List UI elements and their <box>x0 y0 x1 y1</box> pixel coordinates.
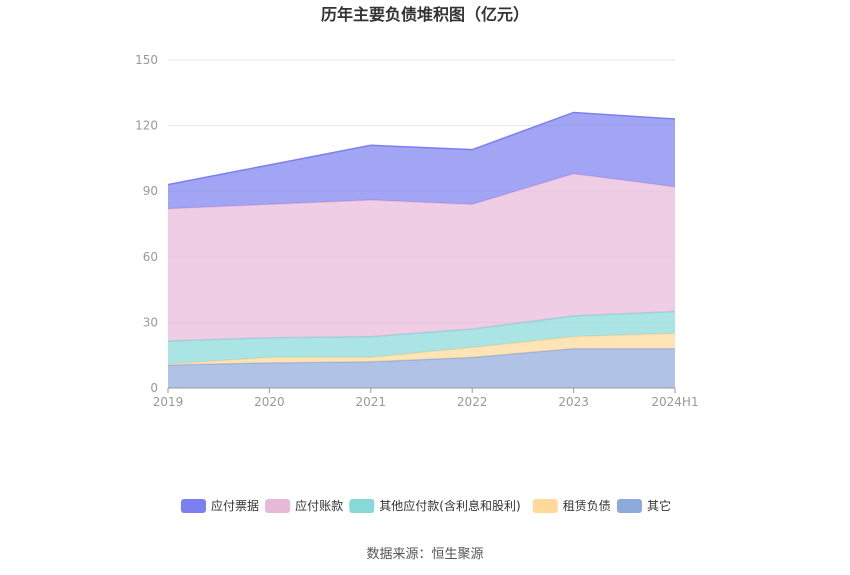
y-tick-label: 90 <box>143 184 158 198</box>
legend-label: 其他应付款(含利息和股利) <box>379 498 520 513</box>
area-应付票据 <box>168 112 675 209</box>
y-tick-label: 120 <box>135 119 158 133</box>
legend-swatch <box>265 499 291 513</box>
source-note: 数据来源：恒生聚源 <box>366 547 483 562</box>
chart-title: 历年主要负债堆积图（亿元） <box>321 5 529 24</box>
legend-item[interactable]: 其他应付款(含利息和股利) <box>349 498 521 513</box>
legend-swatch <box>180 499 206 513</box>
legend-swatch <box>532 499 558 513</box>
area-其它 <box>168 348 675 388</box>
legend-label: 应付票据 <box>211 498 259 513</box>
x-tick-label: 2024H1 <box>651 395 698 409</box>
y-tick-label: 150 <box>135 53 158 67</box>
area-其他应付款(含利息和股利) <box>168 311 675 364</box>
x-tick-label: 2023 <box>558 395 589 409</box>
area-series <box>167 111 676 388</box>
x-tick-label: 2020 <box>254 395 285 409</box>
x-tick-label: 2022 <box>457 395 488 409</box>
legend-item[interactable]: 应付票据 <box>180 498 259 513</box>
x-tick-label: 2019 <box>153 395 184 409</box>
y-tick-label: 0 <box>150 381 158 395</box>
legend-label: 其它 <box>647 498 671 513</box>
legend-label: 租赁负债 <box>563 499 611 513</box>
legend-item[interactable]: 其它 <box>616 498 671 513</box>
x-tick-label: 2021 <box>356 395 387 409</box>
area-租赁负债 <box>168 333 675 366</box>
y-tick-label: 30 <box>143 315 158 329</box>
legend[interactable]: 应付票据 应付账款 其他应付款(含利息和股利) 租赁负债 其它 <box>180 498 671 513</box>
legend-swatch <box>349 499 375 513</box>
area-line-应付票据 <box>167 111 676 186</box>
legend-item[interactable]: 租赁负债 <box>532 499 611 513</box>
legend-label: 应付账款 <box>295 498 343 513</box>
y-tick-label: 60 <box>143 250 158 264</box>
axes: 0 30 60 90 120 150 2019 2020 2021 2022 2023 2024H1 <box>135 53 699 409</box>
legend-item[interactable]: 应付账款 <box>265 498 343 513</box>
area-应付账款 <box>168 173 675 341</box>
legend-swatch <box>616 499 642 513</box>
